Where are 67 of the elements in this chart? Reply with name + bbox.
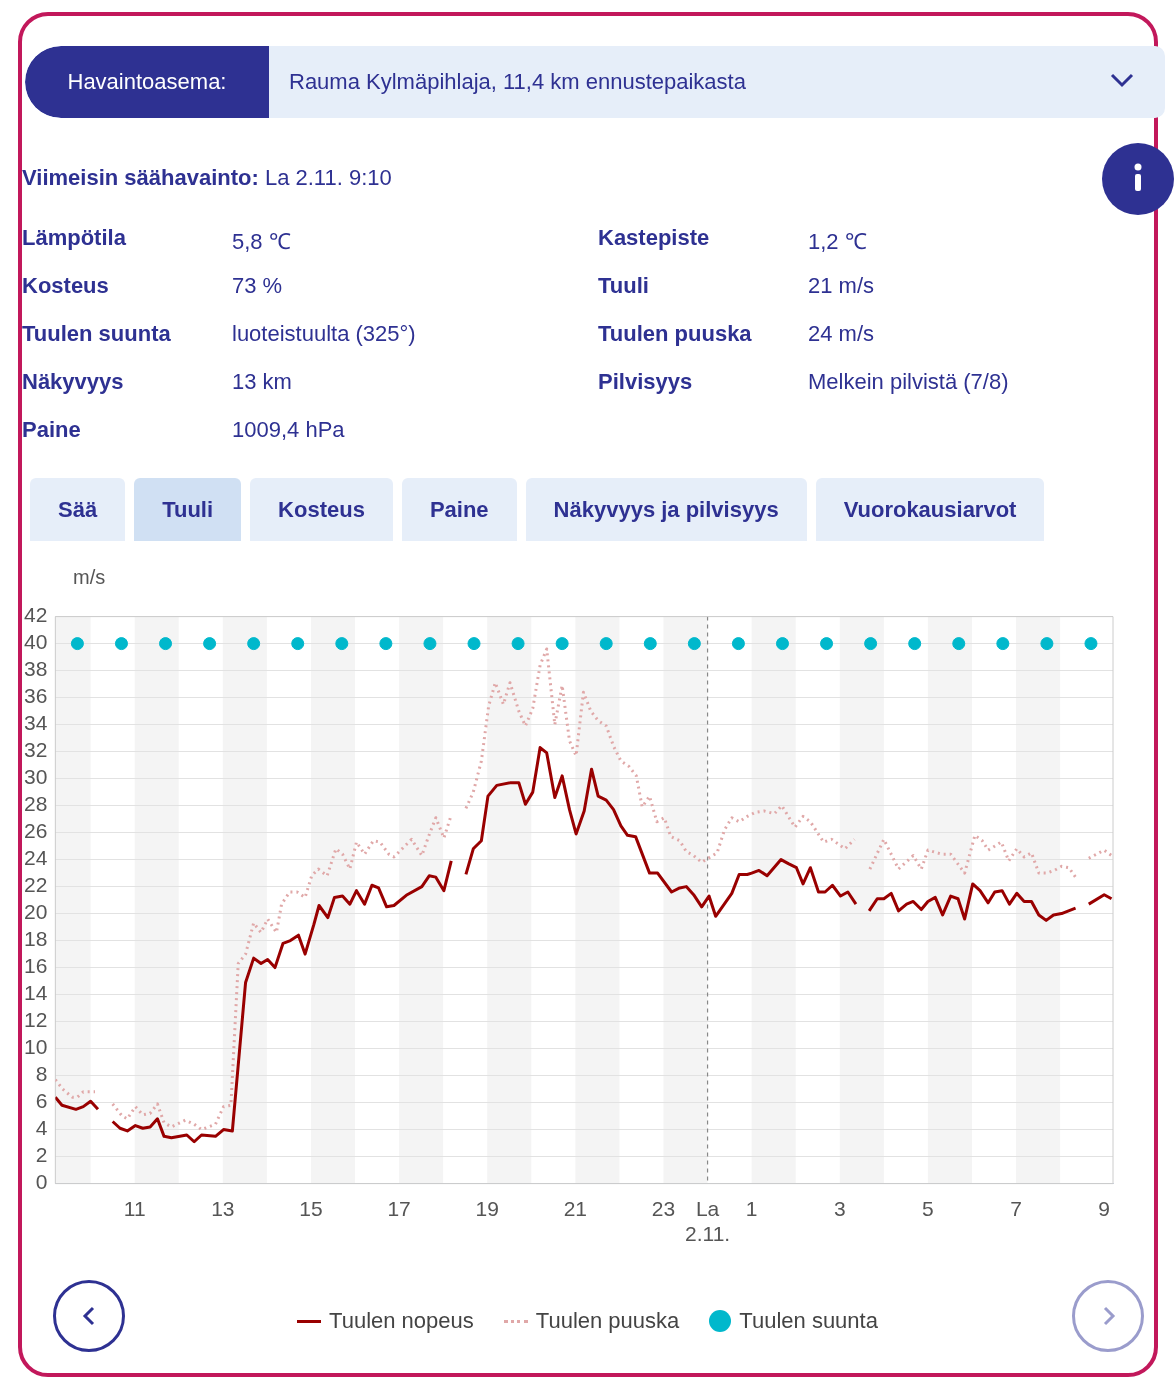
text: Tuulen puuska (598, 321, 752, 347)
text: 5,8 ℃ (232, 228, 291, 255)
legend-label: Tuulen nopeus (329, 1308, 474, 1334)
x-tick-label: 9 (1098, 1197, 1111, 1220)
y-tick-label: 14 (24, 981, 48, 1005)
y-tick-label: 8 (35, 1062, 48, 1086)
x-tick-label: 3 (833, 1197, 846, 1220)
y-tick-label: 0 (35, 1170, 48, 1194)
y-axis-title: m/s (73, 566, 106, 589)
text: Sää (30, 478, 126, 541)
text: 24 m/s (808, 321, 875, 347)
y-tick-label: 34 (24, 711, 48, 735)
text: luoteistuulta (325°) (232, 321, 416, 347)
text: Paine (22, 417, 81, 443)
x-tick-label: 23 (651, 1197, 676, 1220)
text: Vuorokausiarvot (815, 478, 1045, 541)
y-tick-label: 24 (24, 846, 48, 870)
y-tick-label: 42 (24, 603, 48, 627)
text: 1009,4 hPa (232, 417, 345, 443)
text: La 2.11. 9:10 (264, 165, 392, 190)
text: Viimeisin säähavainto: (22, 165, 259, 190)
text: Tuulen suunta (22, 321, 171, 347)
text: Melkein pilvistä (7/8) (808, 369, 1009, 395)
text: Tuuli (598, 273, 649, 299)
y-tick-label: 38 (24, 657, 48, 681)
y-tick-label: 4 (35, 1116, 48, 1140)
x-tick-label: 17 (387, 1197, 411, 1220)
y-tick-label: 10 (24, 1035, 48, 1059)
x-tick-label: 11 (123, 1197, 146, 1220)
text: Näkyvyys ja pilvisyys (525, 478, 807, 541)
text: Rauma Kylmäpihlaja, 11,4 km ennustepaikasta (289, 68, 746, 96)
y-tick-label: 2 (35, 1143, 48, 1167)
y-tick-label: 6 (35, 1089, 48, 1113)
text: Kastepiste (598, 225, 710, 251)
y-tick-label: 28 (24, 792, 48, 816)
text: Havaintoasema: (25, 46, 269, 118)
text: Näkyvyys (22, 369, 124, 395)
text: 73 % (232, 273, 283, 299)
x-tick-label: 13 (211, 1197, 235, 1220)
x-tick-label: 15 (299, 1197, 323, 1220)
x-tick-label: 1 (745, 1197, 758, 1220)
text: Tuuli (134, 478, 242, 541)
legend-label: Tuulen suunta (739, 1308, 878, 1334)
y-tick-label: 22 (24, 873, 48, 897)
text: 13 km (232, 369, 292, 395)
y-tick-label: 36 (24, 684, 48, 708)
text: 21 m/s (808, 273, 875, 299)
legend-label: Tuulen puuska (535, 1308, 680, 1334)
text: Paine (401, 478, 517, 541)
y-tick-label: 20 (24, 900, 48, 924)
x-tick-label: 7 (1010, 1197, 1022, 1220)
y-tick-label: 30 (24, 765, 48, 789)
y-tick-label: 40 (24, 630, 48, 654)
text: Pilvisyys (598, 369, 693, 395)
y-tick-label: 32 (24, 738, 48, 762)
y-tick-label: 12 (24, 1008, 48, 1032)
x-tick-label: 5 (922, 1197, 934, 1220)
x-tick-label: 19 (475, 1197, 499, 1220)
x-tick-label: La 2.11. (684, 1197, 731, 1246)
x-tick-label: 21 (563, 1197, 588, 1220)
y-tick-label: 26 (24, 819, 48, 843)
y-tick-label: 16 (24, 954, 48, 978)
text: Kosteus (22, 273, 109, 299)
text: Lämpötila (22, 225, 126, 251)
text: 1,2 ℃ (808, 228, 867, 255)
text: Kosteus (250, 478, 393, 541)
y-tick-label: 18 (24, 927, 48, 951)
